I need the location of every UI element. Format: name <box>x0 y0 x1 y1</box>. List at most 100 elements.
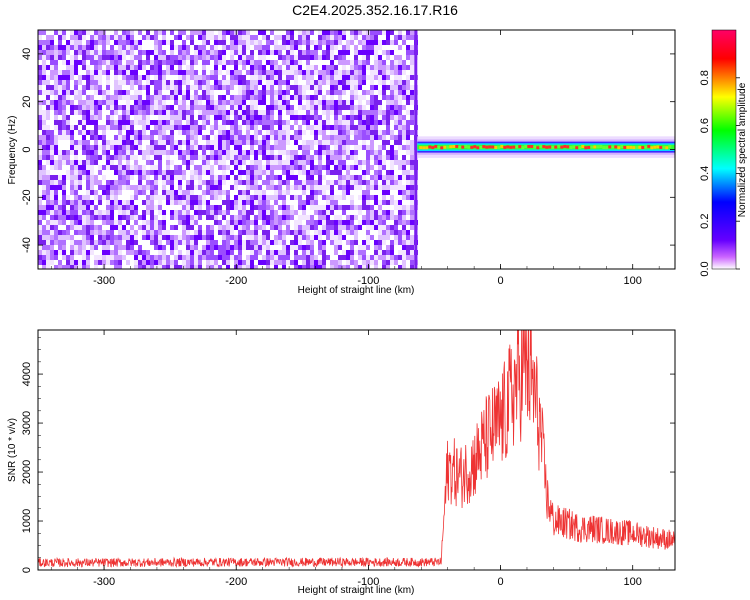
noise-cell <box>66 100 70 105</box>
noise-cell <box>46 200 50 205</box>
noise-cell <box>210 125 214 130</box>
noise-cell <box>246 255 250 260</box>
noise-edge <box>414 30 418 269</box>
noise-cell <box>174 130 178 135</box>
noise-cell <box>198 45 202 50</box>
noise-cell <box>38 260 42 265</box>
noise-cell <box>402 60 406 65</box>
noise-cell <box>366 65 370 70</box>
noise-cell <box>166 50 170 55</box>
noise-cell <box>154 65 158 70</box>
noise-cell <box>98 65 102 70</box>
noise-cell <box>130 185 134 190</box>
noise-cell <box>402 65 406 70</box>
noise-cell <box>206 205 210 210</box>
noise-cell <box>46 70 50 75</box>
noise-cell <box>178 180 182 185</box>
noise-cell <box>214 255 218 260</box>
noise-cell <box>290 265 294 269</box>
noise-cell <box>206 40 210 45</box>
noise-cell <box>102 255 106 260</box>
noise-cell <box>354 230 358 235</box>
noise-cell <box>274 260 278 265</box>
noise-cell <box>310 265 314 269</box>
noise-cell <box>218 195 222 200</box>
noise-cell <box>314 75 318 80</box>
noise-cell <box>302 30 306 35</box>
noise-cell <box>130 230 134 235</box>
noise-cell <box>366 140 370 145</box>
noise-cell <box>182 100 186 105</box>
noise-cell <box>186 160 190 165</box>
noise-cell <box>38 265 42 269</box>
noise-cell <box>186 265 190 269</box>
noise-cell <box>258 240 262 245</box>
noise-cell <box>134 130 138 135</box>
noise-cell <box>82 110 86 115</box>
noise-cell <box>322 240 326 245</box>
noise-cell <box>310 130 314 135</box>
noise-cell <box>122 155 126 160</box>
colorbar-label: Normalized spectral amplitude <box>737 82 748 217</box>
noise-cell <box>362 265 366 269</box>
noise-cell <box>134 240 138 245</box>
signal-core-cell <box>566 145 570 149</box>
noise-cell <box>222 125 226 130</box>
noise-cell <box>98 265 102 269</box>
noise-cell <box>194 155 198 160</box>
noise-cell <box>198 240 202 245</box>
noise-cell <box>362 80 366 85</box>
noise-cell <box>122 85 126 90</box>
noise-cell <box>342 40 346 45</box>
noise-cell <box>74 220 78 225</box>
noise-cell <box>402 40 406 45</box>
noise-cell <box>142 215 146 220</box>
noise-cell <box>262 80 266 85</box>
noise-cell <box>158 260 162 265</box>
noise-cell <box>54 255 58 260</box>
noise-cell <box>202 150 206 155</box>
noise-cell <box>70 165 74 170</box>
noise-cell <box>334 95 338 100</box>
noise-cell <box>406 230 410 235</box>
noise-cell <box>366 220 370 225</box>
noise-cell <box>242 70 246 75</box>
noise-cell <box>202 140 206 145</box>
noise-cell <box>158 75 162 80</box>
noise-cell <box>74 210 78 215</box>
noise-cell <box>130 50 134 55</box>
noise-cell <box>130 80 134 85</box>
noise-cell <box>378 130 382 135</box>
noise-cell <box>374 45 378 50</box>
noise-cell <box>278 150 282 155</box>
noise-cell <box>206 245 210 250</box>
noise-cell <box>50 235 54 240</box>
noise-cell <box>410 165 414 170</box>
noise-cell <box>346 100 350 105</box>
noise-cell <box>302 245 306 250</box>
noise-cell <box>318 110 322 115</box>
noise-cell <box>50 80 54 85</box>
noise-cell <box>254 220 258 225</box>
noise-cell <box>114 175 118 180</box>
noise-cell <box>242 195 246 200</box>
noise-cell <box>134 100 138 105</box>
noise-cell <box>42 65 46 70</box>
noise-cell <box>138 125 142 130</box>
signal-core-cell <box>515 145 519 149</box>
signal-core-cell <box>539 144 543 148</box>
noise-cell <box>410 55 414 60</box>
noise-cell <box>174 90 178 95</box>
noise-cell <box>218 165 222 170</box>
noise-cell <box>218 245 222 250</box>
noise-cell <box>386 225 390 230</box>
colorbar-tick-label: 0.2 <box>699 214 711 229</box>
noise-cell <box>358 135 362 140</box>
noise-cell <box>242 180 246 185</box>
noise-cell <box>298 140 302 145</box>
noise-cell <box>370 170 374 175</box>
noise-cell <box>210 30 214 35</box>
noise-cell <box>114 135 118 140</box>
noise-cell <box>342 135 346 140</box>
noise-cell <box>138 230 142 235</box>
